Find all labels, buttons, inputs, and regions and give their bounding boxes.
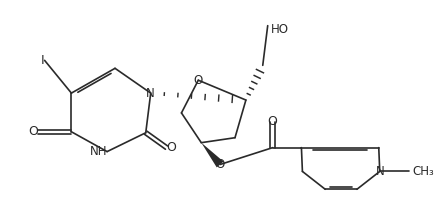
Text: N: N xyxy=(375,165,384,178)
Polygon shape xyxy=(201,143,223,167)
Text: O: O xyxy=(268,115,278,128)
Text: O: O xyxy=(215,158,225,171)
Text: NH: NH xyxy=(90,145,107,158)
Text: CH₃: CH₃ xyxy=(413,165,434,178)
Text: O: O xyxy=(28,125,38,138)
Text: N: N xyxy=(146,87,155,100)
Text: O: O xyxy=(194,74,203,87)
Text: HO: HO xyxy=(271,23,289,36)
Text: I: I xyxy=(41,54,45,67)
Text: O: O xyxy=(166,141,177,154)
